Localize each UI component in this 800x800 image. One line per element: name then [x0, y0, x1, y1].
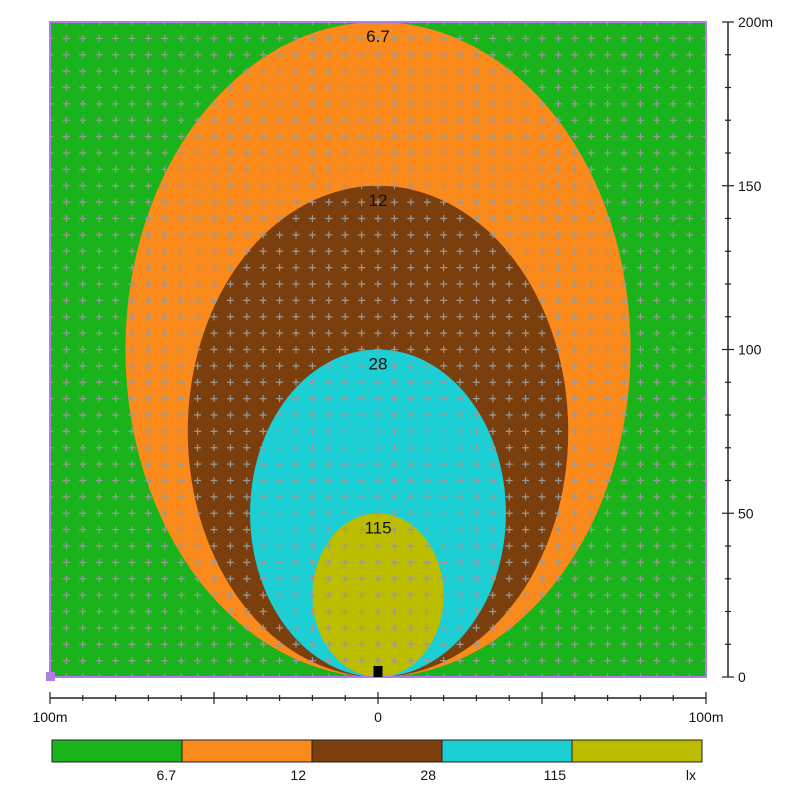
legend-swatch-0: [51, 739, 183, 763]
contour-label-1: 12: [369, 191, 388, 210]
contour-label-3: 115: [364, 518, 391, 537]
x-tick-label-1: 0: [374, 709, 382, 725]
light-source-marker: [373, 666, 383, 677]
y-tick-label-1: 50: [738, 505, 754, 521]
y-tick-label-0: 0: [738, 669, 746, 685]
contour-label-0: 6.7: [366, 27, 390, 46]
legend-swatch-1: [181, 739, 313, 763]
y-tick-label-2: 100: [738, 342, 762, 358]
legend-label-2: 28: [420, 767, 436, 783]
x-tick-label-2: 100m: [688, 709, 723, 725]
calculation-grid-points: [50, 22, 706, 677]
y-tick-label-4: 200m: [738, 14, 773, 30]
contour-label-2: 28: [369, 355, 388, 374]
y-tick-label-3: 150: [738, 178, 762, 194]
legend-label-3: 115: [544, 767, 567, 783]
corner-marker: [46, 672, 55, 681]
legend-label-0: 6.7: [157, 767, 177, 783]
legend-swatch-2: [311, 739, 443, 763]
legend-swatch-4: [571, 739, 703, 763]
x-tick-label-0: 100m: [32, 709, 67, 725]
legend-label-1: 12: [290, 767, 306, 783]
legend-swatch-3: [441, 739, 573, 763]
legend-label-4: lx: [686, 767, 696, 783]
